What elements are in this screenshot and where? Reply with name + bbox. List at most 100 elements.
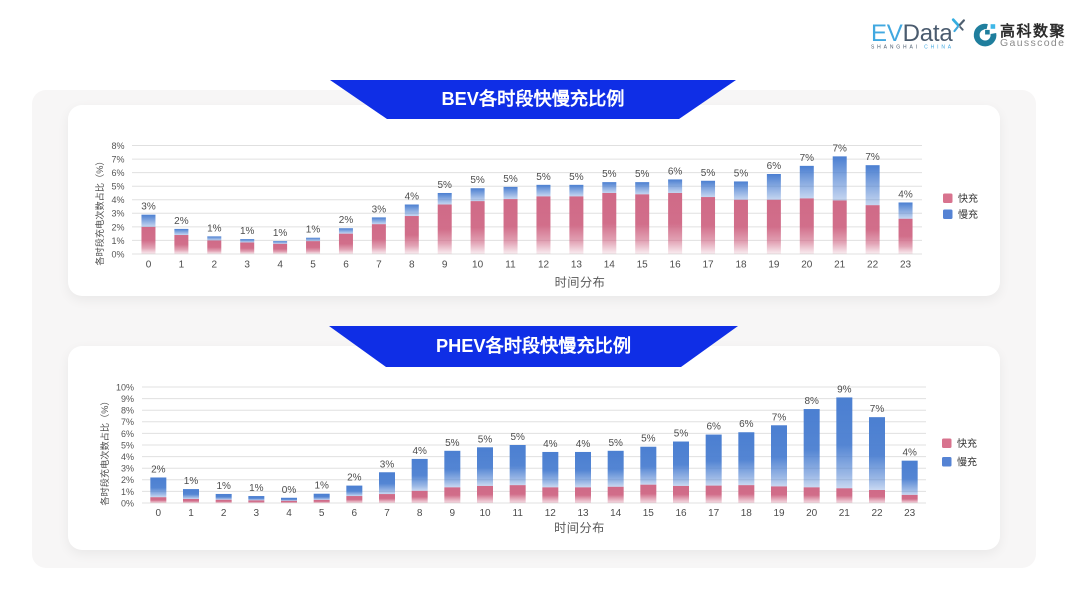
svg-text:19: 19 — [768, 260, 780, 271]
svg-text:5%: 5% — [470, 175, 485, 186]
svg-text:23: 23 — [900, 260, 912, 271]
svg-text:14: 14 — [610, 508, 622, 519]
svg-text:6%: 6% — [739, 419, 754, 430]
svg-text:3: 3 — [254, 508, 260, 519]
svg-text:4: 4 — [277, 260, 283, 271]
svg-text:5%: 5% — [503, 174, 518, 185]
svg-text:1%: 1% — [111, 236, 124, 246]
svg-text:时间分布: 时间分布 — [554, 521, 605, 535]
svg-text:10: 10 — [472, 260, 484, 271]
svg-text:4%: 4% — [412, 446, 427, 457]
svg-text:5%: 5% — [701, 168, 716, 179]
svg-text:2: 2 — [221, 508, 227, 519]
svg-text:1%: 1% — [273, 228, 288, 239]
svg-text:6%: 6% — [706, 422, 721, 433]
svg-text:20: 20 — [806, 508, 818, 519]
svg-text:3%: 3% — [121, 464, 134, 474]
svg-text:快充: 快充 — [957, 437, 977, 450]
svg-text:EVData: EVData — [871, 20, 953, 47]
svg-text:5%: 5% — [536, 172, 551, 183]
svg-text:2%: 2% — [339, 215, 354, 226]
svg-text:7%: 7% — [870, 404, 885, 415]
svg-text:5%: 5% — [602, 169, 617, 180]
svg-text:15: 15 — [643, 508, 655, 519]
svg-text:各时段充电次数占比（%）: 各时段充电次数占比（%） — [94, 156, 105, 265]
svg-text:5%: 5% — [635, 169, 650, 180]
svg-text:6%: 6% — [767, 161, 782, 172]
svg-text:18: 18 — [735, 260, 747, 271]
svg-text:7%: 7% — [772, 412, 787, 423]
svg-text:时间分布: 时间分布 — [555, 276, 606, 290]
svg-text:10%: 10% — [116, 382, 134, 392]
svg-text:1%: 1% — [121, 487, 134, 497]
svg-text:5%: 5% — [478, 434, 493, 445]
svg-text:1: 1 — [179, 260, 185, 271]
svg-text:7: 7 — [376, 260, 382, 271]
svg-text:5%: 5% — [445, 438, 460, 449]
svg-text:2%: 2% — [347, 473, 362, 484]
svg-text:7%: 7% — [865, 152, 880, 163]
svg-text:3%: 3% — [111, 209, 124, 219]
svg-text:16: 16 — [675, 508, 687, 519]
svg-text:1%: 1% — [207, 223, 222, 234]
svg-text:4%: 4% — [576, 439, 591, 450]
svg-text:23: 23 — [904, 508, 916, 519]
svg-text:2%: 2% — [174, 216, 189, 227]
svg-text:4%: 4% — [543, 439, 558, 450]
svg-text:7%: 7% — [832, 143, 847, 154]
svg-text:5%: 5% — [569, 172, 584, 183]
svg-text:2%: 2% — [111, 222, 124, 232]
svg-text:11: 11 — [505, 260, 516, 271]
svg-text:5%: 5% — [674, 429, 689, 440]
svg-text:3%: 3% — [372, 204, 387, 215]
svg-text:快充: 快充 — [958, 192, 978, 205]
svg-text:6: 6 — [352, 508, 358, 519]
svg-text:4%: 4% — [898, 190, 913, 201]
svg-text:0%: 0% — [111, 249, 124, 259]
svg-text:8%: 8% — [804, 396, 819, 407]
svg-text:1%: 1% — [216, 481, 231, 492]
svg-text:4%: 4% — [405, 192, 420, 203]
svg-text:高科数聚: 高科数聚 — [1000, 22, 1066, 40]
svg-text:21: 21 — [839, 508, 851, 519]
svg-text:7%: 7% — [800, 153, 815, 164]
svg-text:1%: 1% — [306, 225, 321, 236]
svg-text:Gausscode: Gausscode — [1000, 37, 1065, 49]
svg-text:6%: 6% — [111, 168, 124, 178]
svg-text:7%: 7% — [111, 155, 124, 165]
svg-text:9: 9 — [450, 508, 456, 519]
svg-text:3%: 3% — [141, 202, 156, 213]
svg-text:0%: 0% — [282, 485, 297, 496]
svg-text:18: 18 — [741, 508, 753, 519]
svg-text:6%: 6% — [668, 166, 683, 177]
svg-text:8%: 8% — [121, 406, 134, 416]
svg-text:0%: 0% — [121, 498, 134, 508]
svg-text:2%: 2% — [151, 465, 166, 476]
svg-text:3%: 3% — [380, 459, 395, 470]
svg-text:13: 13 — [577, 508, 589, 519]
svg-text:16: 16 — [670, 260, 682, 271]
svg-text:5%: 5% — [510, 432, 525, 443]
svg-text:17: 17 — [708, 508, 720, 519]
svg-text:5: 5 — [319, 508, 325, 519]
svg-text:9%: 9% — [837, 384, 852, 395]
svg-text:5%: 5% — [111, 182, 124, 192]
svg-text:5%: 5% — [437, 180, 452, 191]
svg-text:0: 0 — [156, 508, 162, 519]
svg-text:13: 13 — [571, 260, 583, 271]
svg-text:20: 20 — [801, 260, 813, 271]
svg-text:22: 22 — [867, 260, 879, 271]
svg-text:1%: 1% — [249, 483, 264, 494]
svg-text:5%: 5% — [608, 438, 623, 449]
svg-text:7: 7 — [384, 508, 390, 519]
svg-text:5%: 5% — [121, 440, 134, 450]
svg-text:4%: 4% — [121, 452, 134, 462]
svg-text:6%: 6% — [121, 429, 134, 439]
svg-text:2: 2 — [212, 260, 218, 271]
svg-text:5%: 5% — [641, 434, 656, 445]
svg-text:1%: 1% — [184, 476, 199, 487]
svg-text:19: 19 — [773, 508, 785, 519]
svg-text:22: 22 — [871, 508, 883, 519]
svg-text:8%: 8% — [111, 141, 124, 151]
svg-text:15: 15 — [637, 260, 649, 271]
